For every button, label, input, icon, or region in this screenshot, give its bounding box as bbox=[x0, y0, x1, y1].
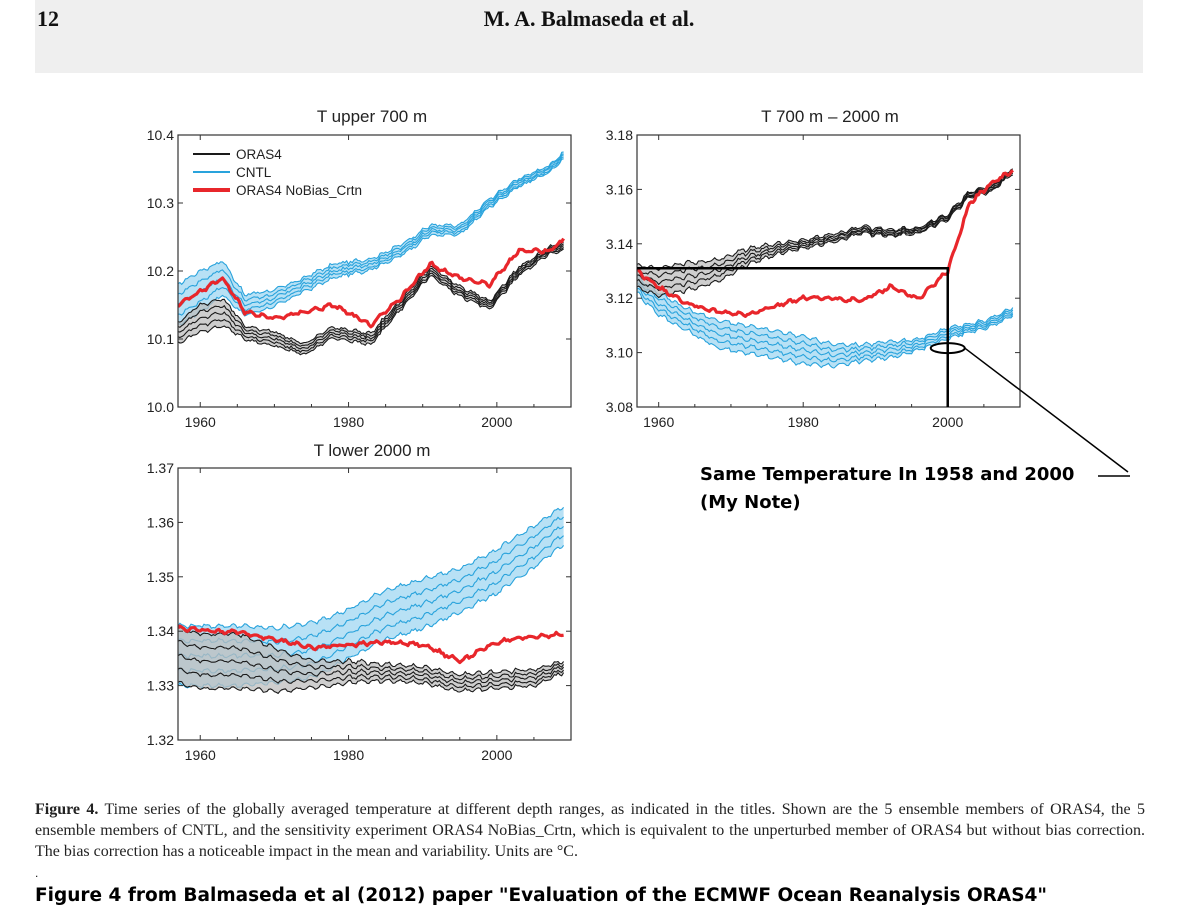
x-tick-label: 1980 bbox=[788, 414, 819, 430]
x-tick-label: 1980 bbox=[333, 747, 364, 763]
y-tick-label: 1.35 bbox=[147, 569, 174, 585]
chart-plot-area bbox=[178, 506, 565, 695]
annotation-line-1: Same Temperature In 1958 and 2000 bbox=[700, 464, 1075, 485]
caption-label: Figure 4. bbox=[35, 801, 99, 818]
oras4-member-2 bbox=[178, 246, 564, 353]
y-tick-label: 1.36 bbox=[147, 514, 174, 530]
y-tick-label: 1.37 bbox=[147, 460, 174, 476]
y-tick-label: 3.18 bbox=[606, 127, 633, 143]
oras4-member-1 bbox=[178, 671, 565, 695]
oras4-member-2 bbox=[178, 667, 565, 689]
chart-frame bbox=[177, 467, 572, 741]
oras4-member-4 bbox=[178, 639, 565, 681]
caption-text: Time series of the globally averaged tem… bbox=[35, 801, 1146, 860]
cntl-member-4 bbox=[178, 153, 564, 302]
oras4-ensemble-band bbox=[178, 627, 564, 693]
x-tick-label: 1960 bbox=[643, 414, 674, 430]
y-tick-label: 3.08 bbox=[606, 399, 633, 415]
y-tick-label: 10.1 bbox=[147, 331, 174, 347]
cntl-member-5 bbox=[178, 151, 564, 297]
oras4-member-3 bbox=[178, 653, 565, 685]
chart-frame bbox=[636, 134, 1021, 408]
cntl-member-3 bbox=[178, 154, 564, 307]
page-header: 12 M. A. Balmaseda et al. bbox=[35, 0, 1143, 73]
chart-title: T 700 m – 2000 m bbox=[761, 107, 899, 126]
source-note: Figure 4 from Balmaseda et al (2012) pap… bbox=[35, 885, 1048, 906]
oras4-member-1 bbox=[637, 174, 1014, 299]
legend-label: ORAS4 bbox=[236, 147, 282, 162]
oras4-member-3 bbox=[637, 171, 1014, 286]
chart-plot-area bbox=[178, 151, 565, 356]
legend-label: CNTL bbox=[236, 165, 272, 180]
page-number: 12 bbox=[37, 6, 59, 31]
chart-panel-1: 10.0 10.1 10.2 10.3 10.4 1960 1980 2000 T upper … bbox=[147, 107, 572, 430]
cntl-member-3 bbox=[637, 283, 1014, 358]
y-tick-label: 3.12 bbox=[606, 290, 633, 306]
annotation-pointer-line bbox=[964, 347, 1129, 473]
y-tick-label: 1.32 bbox=[147, 732, 174, 748]
legend-label: ORAS4 NoBias_Crtn bbox=[236, 183, 362, 198]
nobias-crtn-line bbox=[178, 237, 565, 329]
x-tick-label: 2000 bbox=[481, 414, 512, 430]
nobias-crtn-line bbox=[178, 624, 564, 665]
y-tick-label: 10.2 bbox=[147, 263, 174, 279]
y-tick-label: 10.4 bbox=[147, 127, 174, 143]
chart-panel-3: 1.32 1.33 1.34 1.35 1.36 1.37 1960 1980 2000 T lo… bbox=[147, 441, 572, 763]
chart-title: T upper 700 m bbox=[317, 107, 427, 126]
y-tick-label: 1.34 bbox=[147, 623, 174, 639]
oras4-member-5 bbox=[637, 168, 1014, 272]
annotation-line-2: (My Note) bbox=[700, 492, 801, 513]
cntl-member-5 bbox=[178, 507, 565, 631]
oras4-member-5 bbox=[178, 626, 565, 677]
cntl-member-5 bbox=[637, 274, 1014, 348]
x-tick-label: 1960 bbox=[185, 414, 216, 430]
annotation-note: Same Temperature In 1958 and 2000 (My No… bbox=[700, 461, 1074, 517]
oras4-member-3 bbox=[178, 245, 564, 350]
y-tick-label: 10.0 bbox=[147, 399, 174, 415]
annotation-bracket bbox=[637, 267, 949, 407]
cntl-member-2 bbox=[637, 288, 1014, 363]
oras4-ensemble-band bbox=[637, 168, 1013, 298]
chart-title: T lower 2000 m bbox=[314, 441, 431, 460]
oras4-member-4 bbox=[637, 170, 1013, 279]
cntl-member-1 bbox=[637, 291, 1014, 369]
nobias-crtn-line bbox=[637, 169, 1014, 318]
y-tick-label: 3.14 bbox=[606, 236, 633, 252]
oras4-member-1 bbox=[178, 248, 564, 356]
y-tick-label: 3.16 bbox=[606, 181, 633, 197]
x-tick-label: 1980 bbox=[333, 414, 364, 430]
y-tick-label: 3.10 bbox=[606, 345, 633, 361]
footer-dot: . bbox=[35, 866, 39, 880]
oras4-member-4 bbox=[178, 243, 564, 347]
cntl-member-1 bbox=[178, 158, 564, 326]
oras4-member-5 bbox=[178, 241, 564, 345]
running-head-authors: M. A. Balmaseda et al. bbox=[483, 6, 695, 31]
y-tick-label: 10.3 bbox=[147, 195, 174, 211]
figure-caption: Figure 4. Time series of the globally av… bbox=[35, 799, 1145, 862]
x-tick-label: 2000 bbox=[481, 747, 512, 763]
chart-panel-2: 3.08 3.10 3.12 3.14 3.16 3.18 1960 1980 2000 T 70… bbox=[606, 107, 1130, 477]
cntl-member-4 bbox=[637, 279, 1014, 353]
x-tick-label: 2000 bbox=[932, 414, 963, 430]
x-tick-label: 1960 bbox=[185, 747, 216, 763]
y-tick-label: 1.33 bbox=[147, 678, 174, 694]
